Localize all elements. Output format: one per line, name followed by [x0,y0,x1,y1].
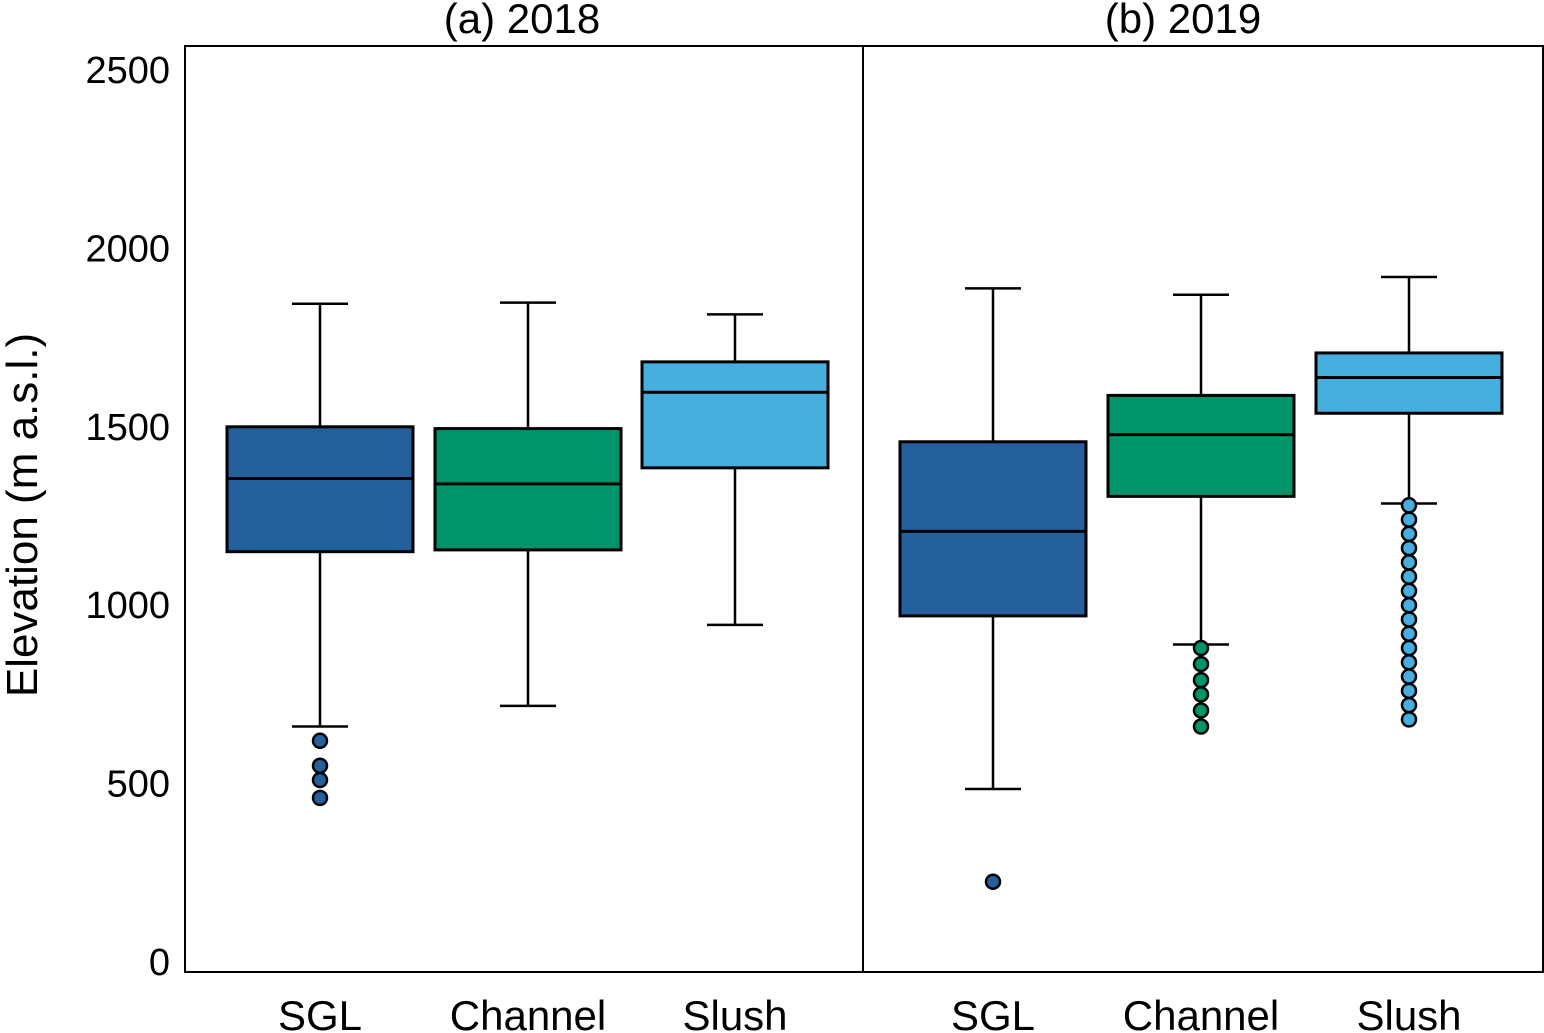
outlier-point [311,732,329,750]
outlier-point [1192,702,1210,719]
outlier-point [1192,655,1210,673]
y-tick-label: 500 [107,764,170,806]
outlier-point [1400,511,1418,528]
outlier-point [1400,568,1418,585]
outlier-point [1400,711,1418,728]
category-label: Channel [450,992,606,1033]
box-body [433,427,623,552]
outlier-point [984,873,1002,890]
category-label: Slush [682,992,787,1033]
outlier-point [1192,686,1210,703]
box-body [1106,393,1296,498]
outlier-point [1400,611,1418,628]
y-tick-label: 1000 [85,585,170,627]
category-label: SGL [278,992,362,1033]
box-body [225,425,415,554]
outlier-point [311,757,329,775]
outlier-point [1400,554,1418,571]
box-body [640,360,830,470]
box-channel [433,301,623,708]
panel-titles: (a) 2018 (b) 2019 [444,0,1261,42]
box-sgl [225,302,415,807]
y-tick-label: 1500 [85,407,170,449]
box-slush [1314,275,1504,728]
outlier-point [1400,625,1418,642]
outlier-point [1400,654,1418,671]
y-tick-label: 0 [149,942,170,984]
plot-frames [184,45,1544,973]
outlier-point [311,789,329,807]
box-channel [1106,293,1296,735]
outlier-point [1192,718,1210,735]
y-axis: 0 500 1000 1500 2000 2500 [85,50,170,984]
outlier-point [1400,596,1418,614]
category-labels: SGL Channel Slush SGL Channel Slush [278,992,1462,1033]
category-label: Slush [1356,992,1461,1033]
y-tick-label: 2500 [85,50,170,92]
outlier-point [1400,582,1418,600]
outlier-point [311,771,329,789]
outlier-point [1192,671,1210,689]
outlier-point [1400,539,1418,557]
box-slush [640,313,830,627]
outlier-point [1400,668,1418,685]
outlier-point [1400,696,1418,714]
y-axis-label: Elevation (m a.s.l.) [0,333,47,697]
outlier-point [1400,639,1418,657]
box-body [1314,351,1504,415]
category-label: SGL [951,992,1035,1033]
y-tick-label: 2000 [85,228,170,270]
panel-title: (b) 2019 [1105,0,1261,42]
outlier-point [1192,639,1210,657]
outlier-point [1400,525,1418,543]
box-series [225,275,1504,890]
box-body [898,440,1088,618]
panel-title: (a) 2018 [444,0,600,42]
outlier-point [1400,497,1418,514]
category-label: Channel [1123,992,1279,1033]
box-sgl [898,287,1088,890]
outlier-point [1400,682,1418,700]
